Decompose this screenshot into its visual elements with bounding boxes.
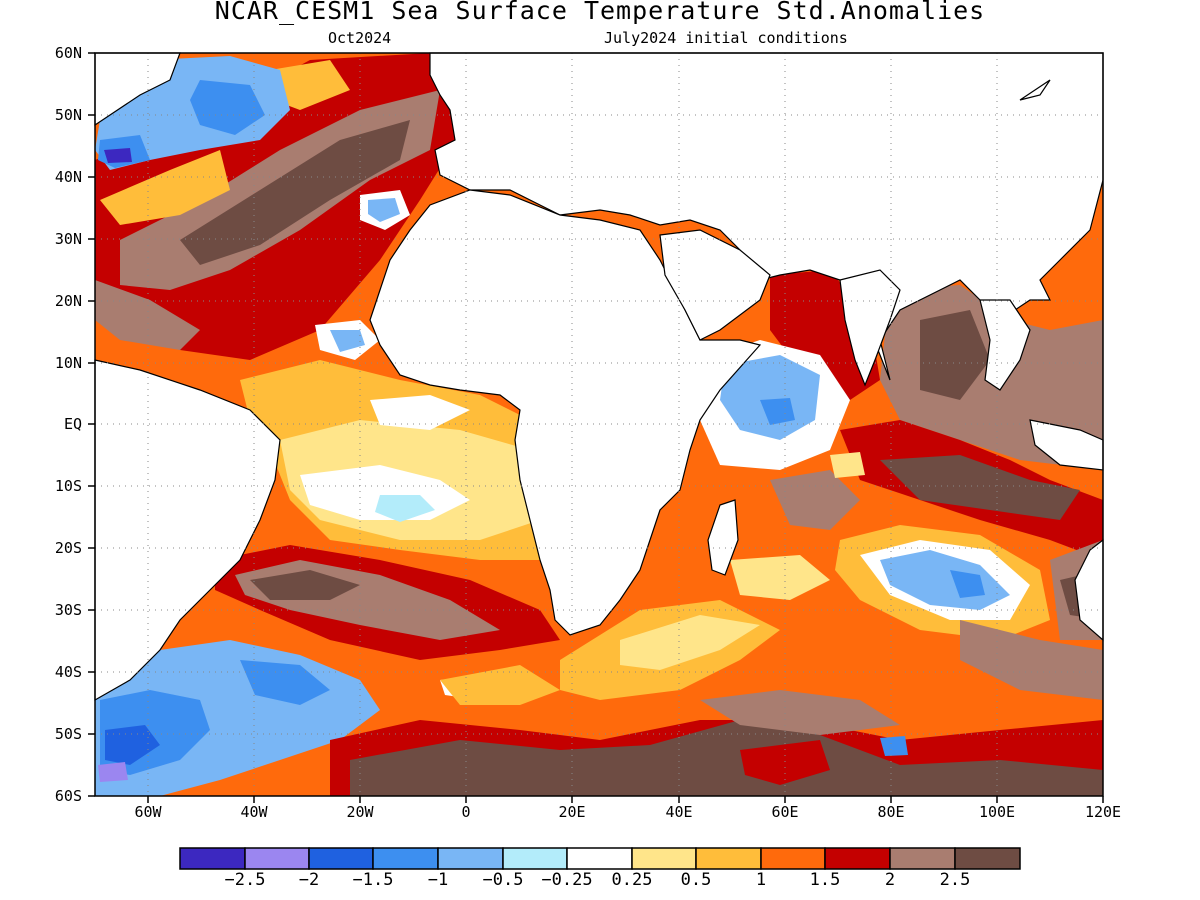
- colorbar-bin: [695, 847, 762, 870]
- india: [839, 269, 901, 387]
- lon-label: 120E: [1084, 803, 1122, 821]
- lon-label: 0: [461, 803, 471, 821]
- lat-label: 50S: [54, 725, 82, 743]
- colorbar-bin: [631, 847, 697, 870]
- arabia: [659, 229, 771, 341]
- colorbar-label: 2.5: [939, 870, 971, 890]
- land: [94, 52, 1104, 702]
- lat-label: 20S: [54, 539, 82, 557]
- lon-label: 40E: [665, 803, 693, 821]
- south-america: [94, 359, 281, 702]
- colorbar-bin: [566, 847, 633, 870]
- colorbar-bin: [179, 847, 246, 870]
- lon-label: 20W: [346, 803, 374, 821]
- lat-label: 60S: [54, 787, 82, 805]
- lon-label: 20E: [558, 803, 586, 821]
- colorbar-label: 1: [755, 870, 767, 890]
- colorbar-bin: [954, 847, 1021, 870]
- colorbar-bin: [372, 847, 439, 870]
- initial-conditions: July2024 initial conditions: [604, 29, 848, 47]
- lat-label: 40S: [54, 663, 82, 681]
- graticule: [95, 53, 1103, 796]
- madagascar: [707, 499, 739, 576]
- map-title: NCAR_CESM1 Sea Surface Temperature Std.A…: [214, 0, 986, 25]
- colorbar-label: 2: [884, 870, 896, 890]
- colorbar-label: −0.5: [482, 870, 524, 890]
- colorbar-label: 1.5: [809, 870, 841, 890]
- colorbar-bin: [437, 847, 504, 870]
- lat-label: 50N: [54, 106, 82, 124]
- eurasia-landmass: [429, 52, 1104, 381]
- lat-label: 10S: [54, 477, 82, 495]
- lon-label: 60W: [134, 803, 162, 821]
- colorbar-label: −0.25: [541, 870, 593, 890]
- lat-label: 20N: [54, 292, 82, 310]
- colorbar-label: −1: [427, 870, 449, 890]
- lat-label: 30S: [54, 601, 82, 619]
- lon-label: 40W: [240, 803, 268, 821]
- lat-label: 10N: [54, 354, 82, 372]
- lon-label: 100E: [978, 803, 1016, 821]
- colorbar-bin: [502, 847, 568, 870]
- colorbar-label: 0.5: [680, 870, 712, 890]
- colorbar-label: −2.5: [224, 870, 266, 890]
- forecast-month: Oct2024: [328, 29, 392, 47]
- colorbar-label: −2: [298, 870, 320, 890]
- colorbar: [179, 847, 1021, 870]
- lon-label: 60E: [771, 803, 799, 821]
- colorbar-label: 0.25: [611, 870, 653, 890]
- colorbar-bin: [244, 847, 310, 870]
- colorbar-bin: [308, 847, 374, 870]
- lat-label: 40N: [54, 168, 82, 186]
- colorbar-label: −1.5: [352, 870, 394, 890]
- lat-label: EQ: [63, 415, 82, 433]
- lat-label: 60N: [54, 44, 82, 62]
- colorbar-bin: [889, 847, 956, 870]
- colorbar-bin: [824, 847, 891, 870]
- lon-label: 80E: [877, 803, 905, 821]
- axis-ticks: [88, 52, 1104, 803]
- lat-label: 30N: [54, 230, 82, 248]
- colorbar-bin: [760, 847, 826, 870]
